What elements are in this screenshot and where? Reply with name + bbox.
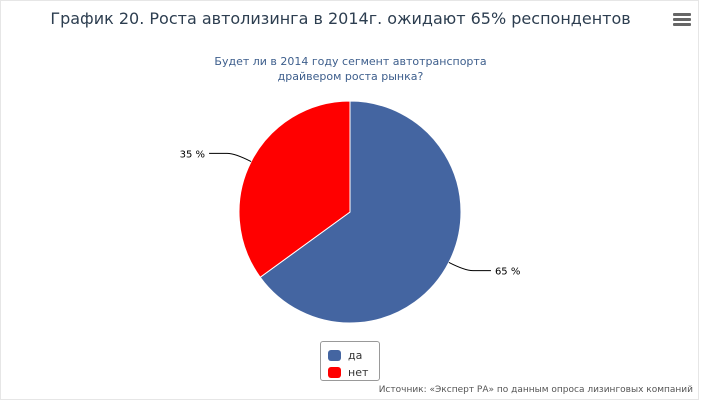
legend-swatch-net [328, 366, 341, 378]
data-label-da: 65 % [495, 267, 520, 278]
hamburger-menu-icon[interactable] [673, 13, 691, 29]
pie-slice-da[interactable] [259, 100, 462, 324]
chart-title: График 20. Роста автолизинга в 2014г. ож… [50, 9, 631, 28]
legend-item-da[interactable]: да [328, 348, 379, 362]
legend-label-da: да [348, 348, 363, 362]
data-label-net: 35 % [180, 149, 205, 160]
chart-subtitle: Будет ли в 2014 году сегмент автотранспо… [0, 54, 701, 84]
source-note: Источник: «Эксперт РА» по данным опроса … [378, 385, 693, 395]
connector-net [209, 152, 252, 163]
chart-legend: да нет [320, 341, 380, 381]
legend-label-net: нет [348, 365, 369, 379]
connector-da [448, 261, 491, 272]
subtitle-line-2: драйвером роста рынка? [277, 70, 424, 83]
legend-swatch-da [328, 349, 341, 361]
subtitle-line-1: Будет ли в 2014 году сегмент автотранспо… [214, 55, 487, 68]
legend-item-net[interactable]: нет [328, 365, 379, 379]
